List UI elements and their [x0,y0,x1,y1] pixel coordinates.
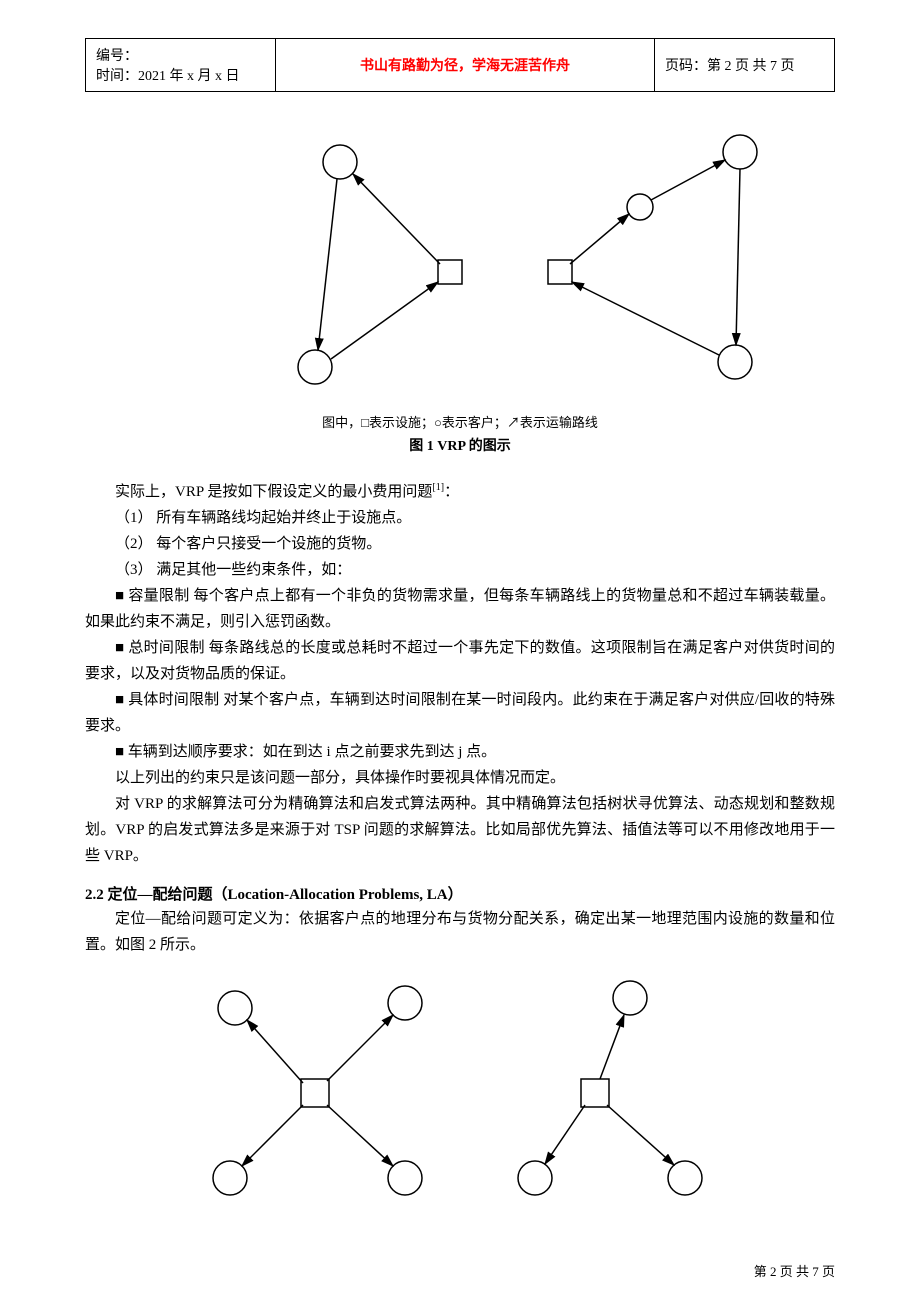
section-2-2-heading: 2.2 定位—配给问题（Location-Allocation Problems… [85,883,835,904]
section-2-2-p1: 定位—配给问题可定义为：依据客户点的地理分布与货物分配关系，确定出某一地理范围内… [85,906,835,958]
header-date: 时间：2021 年 x 月 x 日 [96,65,265,85]
header-center-motto: 书山有路勤为径，学海无涯苦作舟 [276,39,655,92]
body-text-block: 实际上，VRP 是按如下假设定义的最小费用问题[1]： （1） 所有车辆路线均起… [85,475,835,869]
algorithms-paragraph: 对 VRP 的求解算法可分为精确算法和启发式算法两种。其中精确算法包括树状寻优算… [85,791,835,869]
constraint-capacity: ■ 容量限制 每个客户点上都有一个非负的货物需求量，但每条车辆路线上的货物量总和… [85,583,835,635]
header-page-number: 页码：第 2 页 共 7 页 [655,39,835,92]
assumption-3: （3） 满足其他一些约束条件，如： [85,557,835,583]
figure-2-container [85,978,835,1208]
intro-line: 实际上，VRP 是按如下假设定义的最小费用问题[1]： [85,475,835,505]
header-id-label: 编号： [96,45,265,65]
page-header-table: 编号： 时间：2021 年 x 月 x 日 书山有路勤为径，学海无涯苦作舟 页码… [85,38,835,92]
header-left-cell: 编号： 时间：2021 年 x 月 x 日 [86,39,276,92]
figure-1-caption: 图中，□表示设施；○表示客户；↗表示运输路线 [85,412,835,431]
section-2-2-body: 定位—配给问题可定义为：依据客户点的地理分布与货物分配关系，确定出某一地理范围内… [85,906,835,958]
constraints-note: 以上列出的约束只是该问题一部分，具体操作时要视具体情况而定。 [85,765,835,791]
figure-1-svg [140,132,780,402]
figure-2-svg [140,978,780,1208]
constraint-total-time: ■ 总时间限制 每条路线总的长度或总耗时不超过一个事先定下的数值。这项限制旨在满… [85,635,835,687]
constraint-sequence: ■ 车辆到达顺序要求：如在到达 i 点之前要求先到达 j 点。 [85,739,835,765]
assumption-2: （2） 每个客户只接受一个设施的货物。 [85,531,835,557]
constraint-specific-time: ■ 具体时间限制 对某个客户点，车辆到达时间限制在某一时间段内。此约束在于满足客… [85,687,835,739]
figure-1-container [85,132,835,402]
figure-1-title: 图 1 VRP 的图示 [85,435,835,455]
assumption-1: （1） 所有车辆路线均起始并终止于设施点。 [85,505,835,531]
page-footer: 第 2 页 共 7 页 [754,1261,835,1280]
